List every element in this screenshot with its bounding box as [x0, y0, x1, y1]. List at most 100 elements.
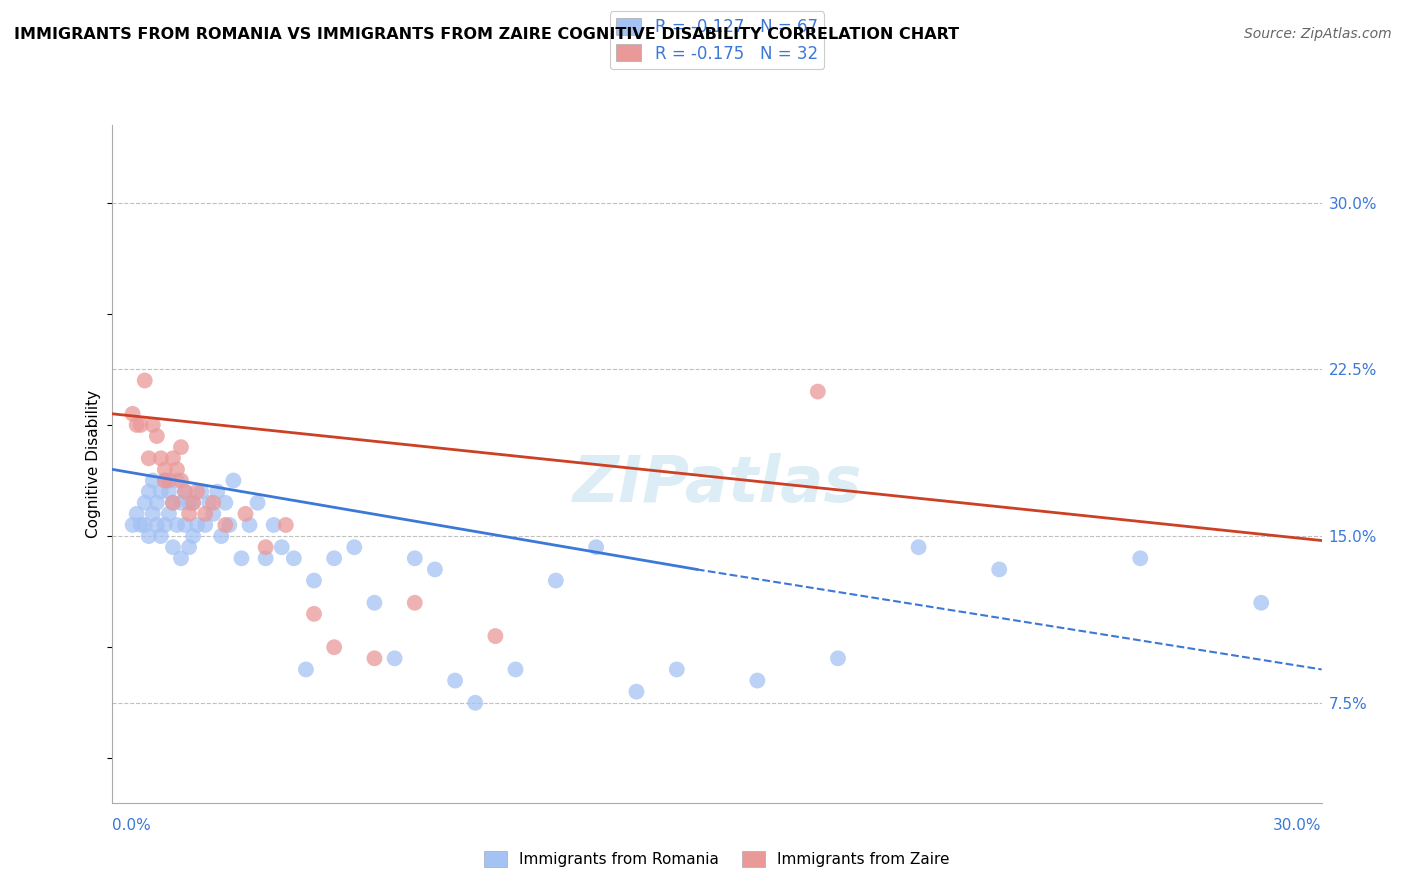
- Point: [153, 474, 176, 488]
- Point: [162, 496, 184, 510]
- Point: [384, 651, 406, 665]
- Point: [505, 662, 527, 676]
- Point: [988, 562, 1011, 576]
- Point: [138, 529, 160, 543]
- Point: [404, 551, 426, 566]
- Point: [907, 540, 929, 554]
- Point: [1129, 551, 1152, 566]
- Point: [209, 529, 232, 543]
- Point: [138, 484, 160, 499]
- Point: [129, 417, 152, 432]
- Point: [146, 518, 169, 533]
- Point: [254, 551, 277, 566]
- Point: [302, 607, 325, 621]
- Point: [214, 496, 236, 510]
- Point: [153, 474, 176, 488]
- Legend: R = -0.127   N = 67, R = -0.175   N = 32: R = -0.127 N = 67, R = -0.175 N = 32: [610, 12, 824, 70]
- Point: [157, 474, 180, 488]
- Point: [198, 496, 221, 510]
- Point: [146, 496, 169, 510]
- Point: [444, 673, 467, 688]
- Point: [827, 651, 849, 665]
- Point: [166, 518, 188, 533]
- Point: [484, 629, 506, 643]
- Point: [194, 518, 217, 533]
- Point: [235, 507, 257, 521]
- Point: [665, 662, 688, 676]
- Point: [134, 496, 156, 510]
- Point: [186, 484, 208, 499]
- Point: [162, 496, 184, 510]
- Point: [162, 540, 184, 554]
- Point: [207, 484, 229, 499]
- Point: [274, 518, 297, 533]
- Point: [363, 596, 385, 610]
- Point: [170, 551, 193, 566]
- Point: [323, 640, 346, 655]
- Point: [186, 518, 208, 533]
- Text: ZIPatlas: ZIPatlas: [572, 453, 862, 516]
- Point: [138, 451, 160, 466]
- Point: [157, 507, 180, 521]
- Point: [181, 496, 204, 510]
- Point: [170, 440, 193, 454]
- Point: [222, 474, 245, 488]
- Point: [404, 596, 426, 610]
- Point: [174, 484, 197, 499]
- Point: [544, 574, 567, 588]
- Point: [125, 417, 148, 432]
- Point: [464, 696, 486, 710]
- Point: [283, 551, 305, 566]
- Point: [142, 507, 165, 521]
- Point: [254, 540, 277, 554]
- Point: [202, 496, 225, 510]
- Point: [246, 496, 269, 510]
- Point: [181, 529, 204, 543]
- Point: [302, 574, 325, 588]
- Point: [202, 507, 225, 521]
- Point: [423, 562, 446, 576]
- Point: [363, 651, 385, 665]
- Point: [121, 518, 143, 533]
- Point: [181, 496, 204, 510]
- Point: [174, 518, 197, 533]
- Point: [129, 518, 152, 533]
- Point: [157, 484, 180, 499]
- Point: [134, 518, 156, 533]
- Point: [323, 551, 346, 566]
- Point: [807, 384, 830, 399]
- Y-axis label: Cognitive Disability: Cognitive Disability: [86, 390, 101, 538]
- Point: [125, 507, 148, 521]
- Point: [177, 540, 200, 554]
- Point: [190, 484, 212, 499]
- Point: [295, 662, 318, 676]
- Point: [231, 551, 253, 566]
- Point: [142, 417, 165, 432]
- Point: [149, 484, 172, 499]
- Point: [166, 462, 188, 476]
- Point: [238, 518, 260, 533]
- Point: [170, 496, 193, 510]
- Point: [174, 484, 197, 499]
- Point: [177, 507, 200, 521]
- Text: 30.0%: 30.0%: [1274, 818, 1322, 832]
- Point: [153, 518, 176, 533]
- Point: [162, 451, 184, 466]
- Point: [585, 540, 607, 554]
- Point: [166, 474, 188, 488]
- Point: [153, 462, 176, 476]
- Point: [149, 451, 172, 466]
- Point: [149, 529, 172, 543]
- Point: [194, 507, 217, 521]
- Text: IMMIGRANTS FROM ROMANIA VS IMMIGRANTS FROM ZAIRE COGNITIVE DISABILITY CORRELATIO: IMMIGRANTS FROM ROMANIA VS IMMIGRANTS FR…: [14, 27, 959, 42]
- Point: [263, 518, 285, 533]
- Point: [626, 684, 648, 698]
- Point: [146, 429, 169, 443]
- Point: [170, 474, 193, 488]
- Text: Source: ZipAtlas.com: Source: ZipAtlas.com: [1244, 27, 1392, 41]
- Point: [218, 518, 240, 533]
- Text: 0.0%: 0.0%: [112, 818, 152, 832]
- Point: [121, 407, 143, 421]
- Point: [343, 540, 366, 554]
- Point: [1250, 596, 1272, 610]
